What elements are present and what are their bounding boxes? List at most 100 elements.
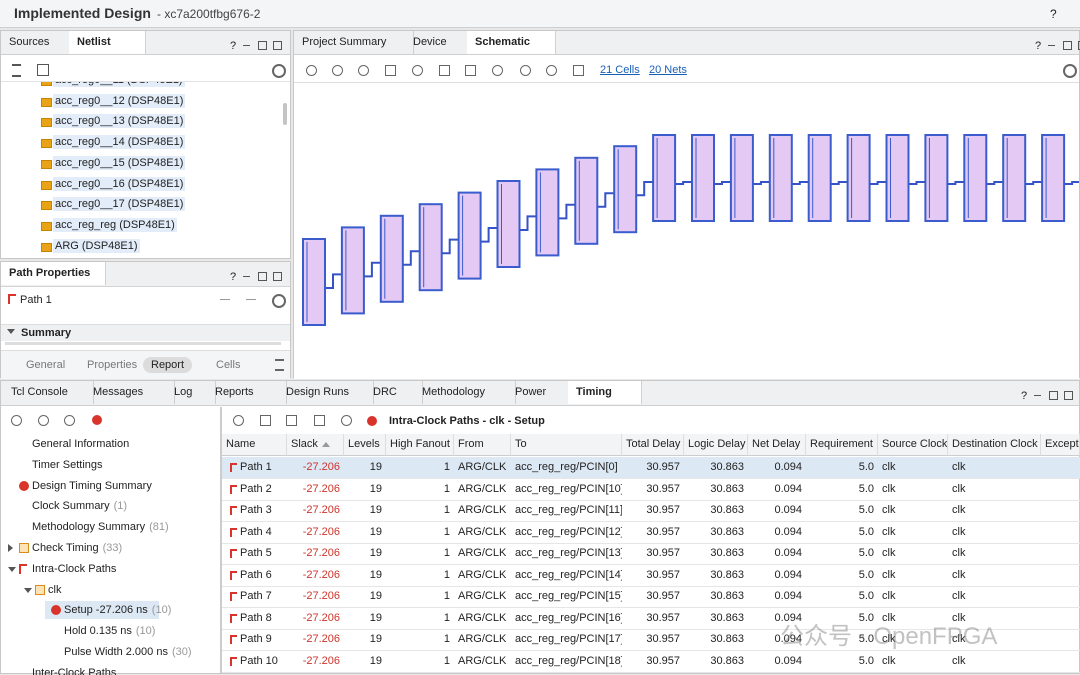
table-cell: -27.206 <box>302 590 340 602</box>
help-button[interactable]: ? <box>1035 40 1042 52</box>
error-icon <box>92 415 102 425</box>
properties-tab[interactable]: General <box>26 359 66 371</box>
properties-tab[interactable]: Cells <box>216 359 241 371</box>
tab[interactable]: Timing <box>568 381 642 404</box>
table-row[interactable]: Path 6 -27.206 19 1 ARG/CLK acc_reg_reg/PCIN[… <box>222 565 1080 587</box>
tab[interactable]: Device <box>405 31 476 54</box>
properties-tab[interactable]: Properties <box>87 359 138 371</box>
minimize-button[interactable] <box>1034 395 1041 396</box>
tree-item[interactable]: Methodology Summary (81) <box>32 520 169 534</box>
maximize-button[interactable] <box>258 41 267 50</box>
table-cell: clk <box>952 611 966 624</box>
table-row[interactable]: Path 1 -27.206 19 1 ARG/CLK acc_reg_reg/PCIN[… <box>222 457 1080 479</box>
minimize-button[interactable] <box>243 276 250 277</box>
table-row[interactable]: Path 9 -27.206 19 1 ARG/CLK acc_reg_reg/PCIN[… <box>222 629 1080 651</box>
table-cell: ARG/CLK <box>458 611 507 624</box>
help-button[interactable]: ? <box>230 271 237 283</box>
netlist-item[interactable]: acc_reg0__16 (DSP48E1) <box>53 176 186 191</box>
tab[interactable]: DRC <box>365 381 423 404</box>
netlist-item[interactable]: ARG (DSP48E1) <box>53 238 140 253</box>
maximize-button[interactable] <box>258 272 267 281</box>
tab[interactable]: Project Summary <box>294 31 414 54</box>
maximize-button[interactable] <box>1063 41 1072 50</box>
scrollbar <box>283 103 287 125</box>
tab[interactable]: Reports <box>207 381 287 404</box>
column-header[interactable]: Total Delay <box>622 434 684 456</box>
cell-icon <box>41 201 52 211</box>
tree-item[interactable]: Hold 0.135 ns (10) <box>64 624 155 638</box>
tree-item[interactable]: Check Timing (33) <box>32 541 122 555</box>
tree-item[interactable]: Intra-Clock Paths <box>32 562 116 576</box>
column-header[interactable]: Logic Delay <box>684 434 748 456</box>
table-cell: 1 <box>443 482 450 495</box>
column-header[interactable]: From <box>454 434 511 456</box>
netlist-item[interactable]: acc_reg0__13 (DSP48E1) <box>53 114 186 129</box>
maximize-button[interactable] <box>1049 391 1058 400</box>
minimize-button[interactable] <box>243 45 250 46</box>
table-cell: -27.206 <box>302 633 340 645</box>
column-header[interactable]: To <box>511 434 622 456</box>
netlist-item[interactable]: acc_reg_reg (DSP48E1) <box>53 217 177 232</box>
minimize-button[interactable] <box>1048 45 1055 46</box>
tree-item[interactable]: Design Timing Summary <box>32 479 152 493</box>
tab[interactable]: Schematic <box>467 31 556 54</box>
help-button[interactable]: ? <box>230 40 237 52</box>
sort-indicator <box>322 442 330 447</box>
table-cell: ARG/CLK <box>458 568 507 581</box>
float-button[interactable] <box>1064 391 1073 400</box>
help-button[interactable]: ? <box>1021 390 1028 402</box>
column-header[interactable]: Exception <box>1041 434 1080 456</box>
nets-link[interactable]: 20 Nets <box>649 64 687 76</box>
column-header[interactable]: Destination Clock <box>948 434 1041 456</box>
help-button[interactable]: ? <box>1050 7 1057 21</box>
table-cell: 30.863 <box>710 568 744 581</box>
tab[interactable]: Power <box>507 381 577 404</box>
properties-tab[interactable]: Report <box>143 357 193 373</box>
netlist-item[interactable]: acc_reg0__17 (DSP48E1) <box>53 197 186 212</box>
tab[interactable]: Messages <box>85 381 175 404</box>
column-header[interactable]: Requirement <box>806 434 878 456</box>
table-row[interactable]: Path 7 -27.206 19 1 ARG/CLK acc_reg_reg/PCIN[… <box>222 586 1080 608</box>
table-cell: clk <box>882 568 896 581</box>
tree-item[interactable]: Timer Settings <box>32 458 103 472</box>
table-row[interactable]: Path 4 -27.206 19 1 ARG/CLK acc_reg_reg/PCIN[… <box>222 522 1080 544</box>
tab[interactable]: Log <box>166 381 216 404</box>
netlist-item[interactable]: acc_reg0__11 (DSP48E1) <box>53 82 185 87</box>
column-header[interactable]: Slack <box>287 434 344 456</box>
netlist-item[interactable]: acc_reg0__12 (DSP48E1) <box>53 93 186 108</box>
column-header[interactable]: High Fanout <box>386 434 454 456</box>
tab[interactable]: Design Runs <box>278 381 374 404</box>
float-button[interactable] <box>273 272 282 281</box>
table-cell: clk <box>882 633 896 645</box>
tree-item[interactable]: General Information <box>32 437 129 451</box>
float-button[interactable] <box>1078 41 1080 50</box>
tree-item[interactable]: Clock Summary (1) <box>32 499 127 513</box>
toolbar-icon <box>573 65 584 76</box>
tab[interactable]: Netlist <box>69 31 146 54</box>
netlist-item[interactable]: acc_reg0__14 (DSP48E1) <box>53 135 186 150</box>
tree-item[interactable]: Setup -27.206 ns (10) <box>64 603 171 617</box>
table-row[interactable]: Path 3 -27.206 19 1 ARG/CLK acc_reg_reg/PCIN[… <box>222 500 1080 522</box>
column-header[interactable]: Levels <box>344 434 386 456</box>
tab[interactable]: Tcl Console <box>3 381 94 404</box>
table-cell: ARG/CLK <box>458 482 507 495</box>
tree-item[interactable]: Pulse Width 2.000 ns (30) <box>64 645 192 659</box>
column-header[interactable]: Net Delay <box>748 434 806 456</box>
cells-link[interactable]: 21 Cells <box>600 64 640 76</box>
table-row[interactable]: Path 5 -27.206 19 1 ARG/CLK acc_reg_reg/PCIN[… <box>222 543 1080 565</box>
table-cell: clk <box>952 590 966 602</box>
folder-icon <box>19 543 29 553</box>
table-row[interactable]: Path 8 -27.206 19 1 ARG/CLK acc_reg_reg/PCIN[… <box>222 608 1080 630</box>
tree-item[interactable]: Inter-Clock Paths <box>32 666 116 675</box>
float-button[interactable] <box>273 41 282 50</box>
table-row[interactable]: Path 10 -27.206 19 1 ARG/CLK acc_reg_reg/PCIN… <box>222 651 1080 673</box>
tree-label: clk <box>48 583 62 596</box>
tab[interactable]: Sources <box>1 31 78 54</box>
tree-item[interactable]: clk <box>48 583 61 597</box>
column-header[interactable]: Source Clock <box>878 434 948 456</box>
toolbar-icon <box>341 415 352 426</box>
tab[interactable]: Methodology <box>414 381 516 404</box>
column-header[interactable]: Name <box>222 434 287 456</box>
netlist-item[interactable]: acc_reg0__15 (DSP48E1) <box>53 155 186 170</box>
table-row[interactable]: Path 2 -27.206 19 1 ARG/CLK acc_reg_reg/PCIN[… <box>222 479 1080 501</box>
